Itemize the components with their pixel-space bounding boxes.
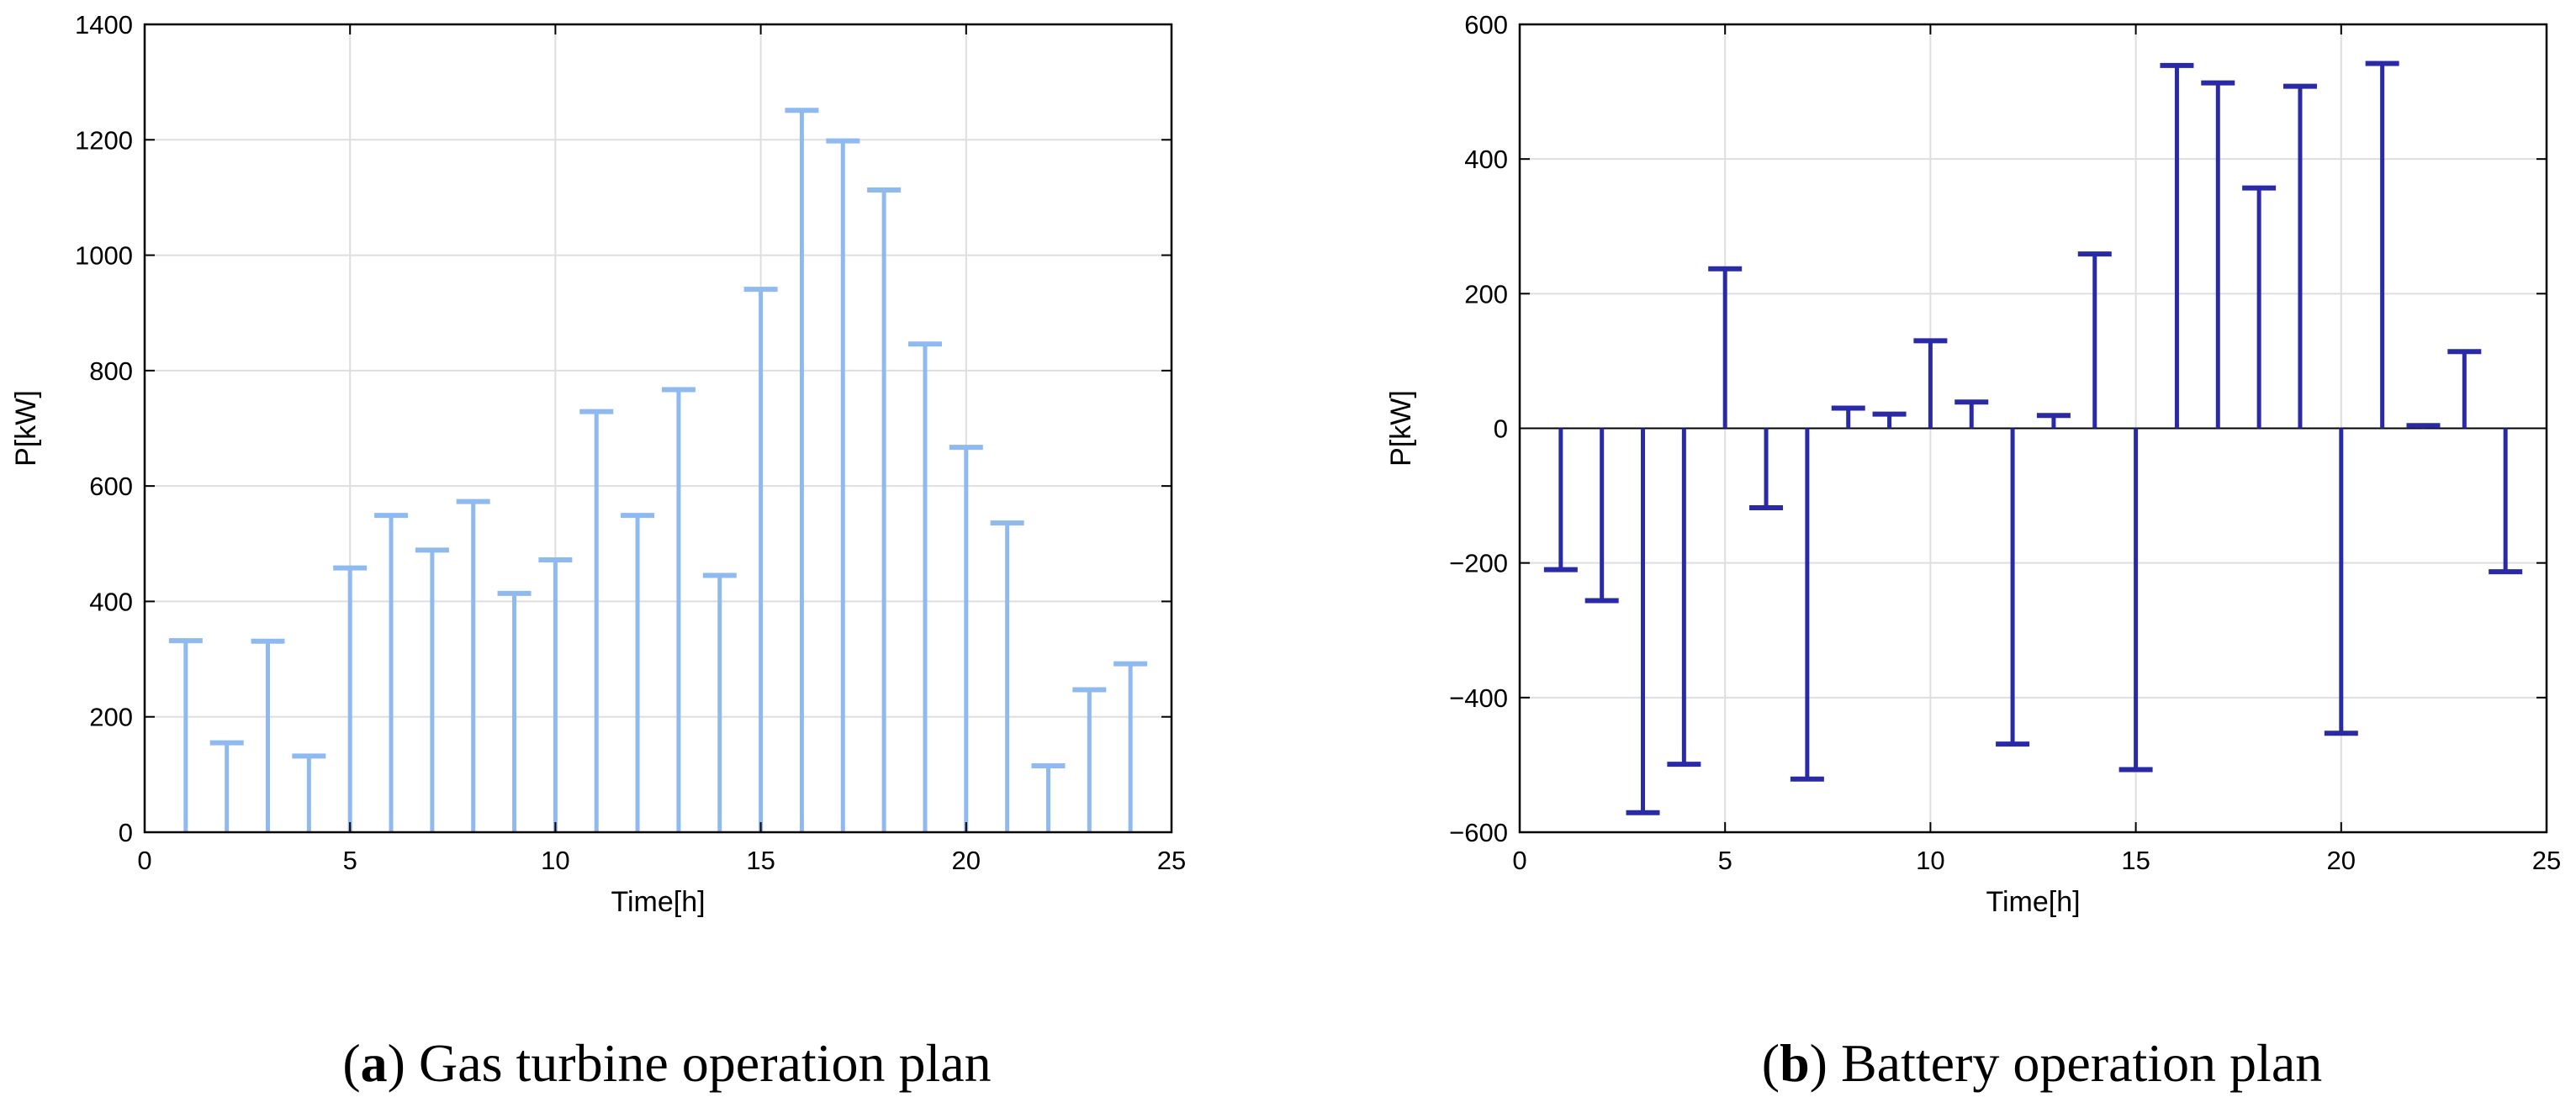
plot-area-a [145,24,1172,832]
caption-b-title: Battery operation plan [1840,1033,2323,1093]
x-tick-label-a-5: 5 [343,846,357,875]
x-tick-label-b-15: 15 [2121,846,2150,875]
caption-a-title: Gas turbine operation plan [418,1033,992,1093]
caption-a: (a) Gas turbine operation plan [342,1033,992,1093]
caption-b: (b) Battery operation plan [1761,1033,2323,1093]
y-tick-label-b-600: 600 [1464,10,1508,40]
y-tick-label-a-1000: 1000 [75,241,133,271]
y-tick-label-b-400: 400 [1464,145,1508,174]
y-tick-label-b--400: −400 [1449,683,1508,713]
y-tick-label-a-1200: 1200 [75,125,133,155]
x-tick-label-b-0: 0 [1512,846,1526,875]
y-tick-label-b-200: 200 [1464,279,1508,309]
x-tick-label-b-10: 10 [1916,846,1944,875]
x-tick-label-a-25: 25 [1157,846,1186,875]
y-tick-label-a-0: 0 [119,818,133,847]
x-tick-label-a-10: 10 [541,846,569,875]
x-tick-label-b-5: 5 [1718,846,1732,875]
x-tick-label-b-20: 20 [2327,846,2356,875]
x-axis-label-a: Time[h] [611,886,705,918]
y-tick-label-b-0: 0 [1494,414,1508,444]
caption-b-letter: b [1780,1033,1810,1093]
x-axis-label-b: Time[h] [1986,886,2080,918]
x-tick-label-a-15: 15 [746,846,775,875]
y-tick-label-a-400: 400 [89,587,133,616]
y-tick-label-a-1400: 1400 [75,10,133,40]
x-tick-label-a-0: 0 [137,846,151,875]
y-tick-label-b--600: −600 [1449,818,1508,847]
y-axis-label-b: P[kW] [1385,390,1417,467]
y-tick-label-a-600: 600 [89,472,133,501]
y-tick-label-b--200: −200 [1449,549,1508,578]
x-tick-label-a-20: 20 [952,846,981,875]
x-tick-label-b-25: 25 [2532,846,2561,875]
y-axis-label-a: P[kW] [10,390,42,467]
axes-box-a [143,23,1173,834]
caption-a-letter: a [360,1033,388,1093]
y-tick-label-a-200: 200 [89,703,133,732]
y-tick-label-a-800: 800 [89,356,133,386]
